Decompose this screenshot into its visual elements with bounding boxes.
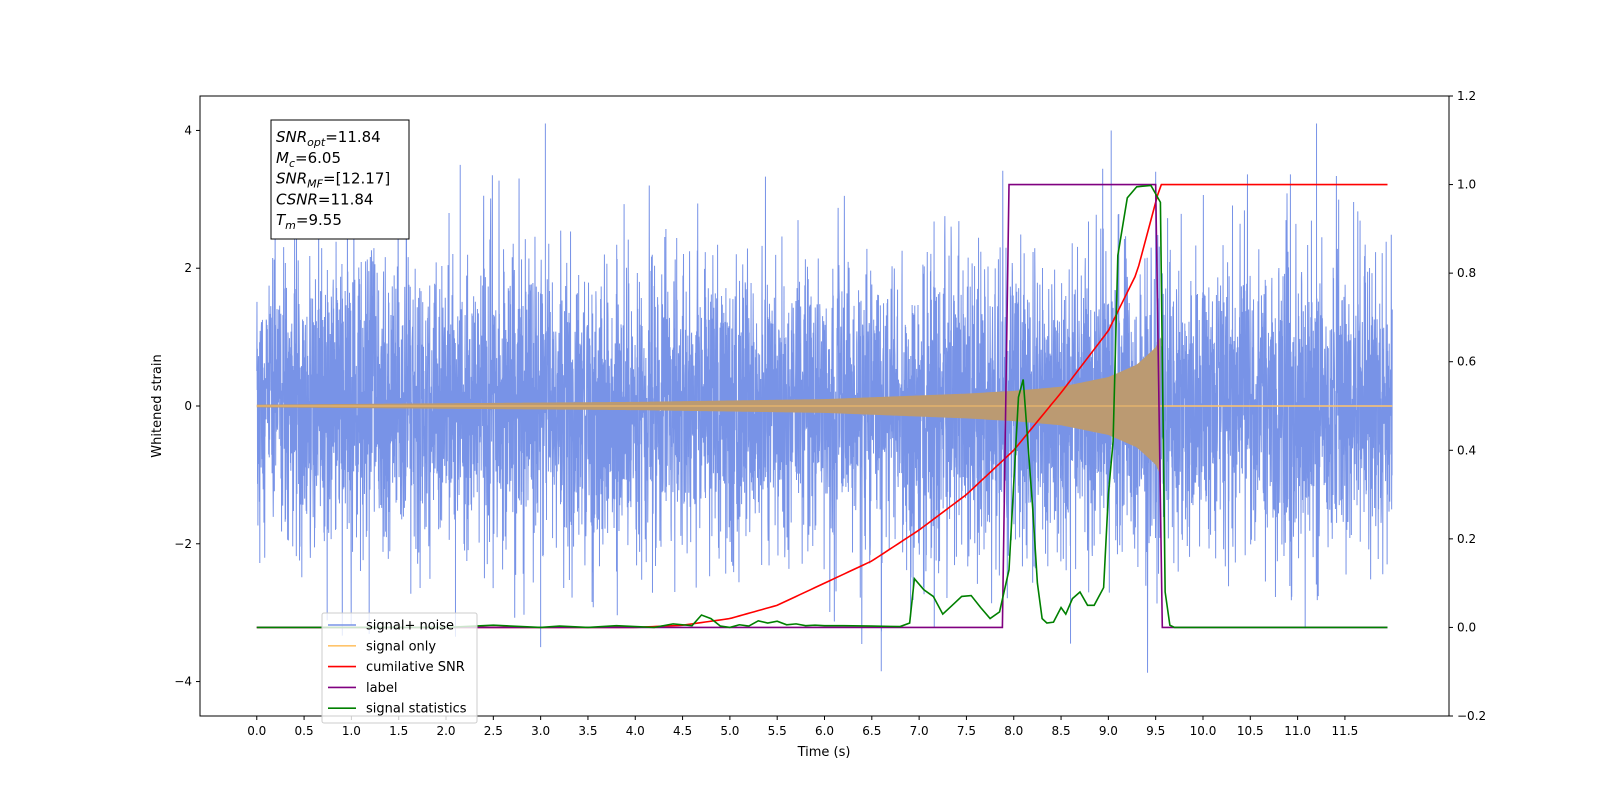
annotation-box-frame	[270, 119, 410, 240]
x-tick-label: 8.5	[1052, 724, 1071, 738]
series-signal-statistics-line	[256, 184, 1388, 629]
annotation-subscript: m	[285, 219, 296, 232]
x-tick-label: 3.0	[531, 724, 550, 738]
legend-label: signal only	[366, 639, 436, 654]
annotation-subscript: opt	[307, 136, 326, 149]
y2-tick-label: 1.2	[1457, 89, 1476, 103]
x-tick-label: 0.0	[247, 724, 266, 738]
y-axis-ticks: 4 2 0 −2 −4	[174, 123, 200, 689]
x-tick-label: 11.5	[1332, 724, 1359, 738]
annotation-subscript: MF	[307, 178, 323, 191]
y2-tick-label: −0.2	[1457, 709, 1486, 723]
annotation-symbol: CSNR	[276, 190, 318, 208]
annotation-value: =[12.17]	[323, 170, 390, 188]
y2-tick-label: 0.6	[1457, 355, 1476, 369]
y-tick-label: −4	[174, 675, 192, 689]
x-tick-label: 6.5	[862, 724, 881, 738]
legend-label: signal+ noise	[366, 619, 454, 634]
x-tick-label: 6.0	[815, 724, 834, 738]
stats-annotation-box: SNRopt=11.84Mc=6.05SNRMF=[12.17]CSNR=11.…	[270, 119, 410, 240]
x-tick-label: 7.0	[910, 724, 929, 738]
y2-tick-label: 0.8	[1457, 266, 1476, 280]
x-tick-label: 3.5	[578, 724, 597, 738]
x-tick-label: 2.5	[484, 724, 503, 738]
annotation-line: Mc=6.05	[276, 149, 341, 170]
x-tick-label: 8.0	[1004, 724, 1023, 738]
y2-tick-label: 1.0	[1457, 178, 1476, 192]
annotation-line: SNRopt=11.84	[276, 128, 381, 149]
legend-label: label	[366, 681, 397, 696]
y-axis-label: Whitened strain	[150, 354, 165, 457]
series-signal-noise-line	[256, 123, 1393, 673]
annotation-value: =6.05	[295, 149, 341, 167]
x-tick-label: 9.5	[1146, 724, 1165, 738]
legend-frame	[321, 612, 478, 724]
x-tick-label: 11.0	[1284, 724, 1311, 738]
x-tick-label: 10.0	[1190, 724, 1217, 738]
y-tick-label: 0	[184, 399, 192, 413]
annotation-line: CSNR=11.84	[276, 190, 373, 208]
x-tick-label: 1.0	[342, 724, 361, 738]
annotation-symbol: SNR	[276, 128, 307, 146]
legend-label: cumilative SNR	[366, 660, 465, 675]
x-tick-label: 7.5	[957, 724, 976, 738]
y2-tick-label: 0.0	[1457, 620, 1476, 634]
annotation-value: =9.55	[296, 211, 342, 229]
y2-axis-ticks: 1.2 1.0 0.8 0.6 0.4 0.2 0.0 −0.2	[1449, 89, 1486, 723]
y2-tick-label: 0.2	[1457, 532, 1476, 546]
x-tick-label: 0.5	[295, 724, 314, 738]
annotation-line: Tm=9.55	[276, 211, 342, 232]
y-tick-label: 4	[184, 123, 192, 137]
x-tick-label: 1.5	[389, 724, 408, 738]
x-axis-label: Time (s)	[797, 745, 851, 760]
y-tick-label: −2	[174, 537, 192, 551]
x-tick-label: 2.0	[436, 724, 455, 738]
x-tick-label: 10.5	[1237, 724, 1264, 738]
legend-label: signal statistics	[366, 702, 467, 717]
y2-tick-label: 0.4	[1457, 443, 1476, 457]
annotation-symbol: SNR	[276, 170, 307, 188]
annotation-symbol: T	[276, 211, 287, 229]
annotation-value: =11.84	[325, 128, 381, 146]
y-tick-label: 2	[184, 261, 192, 275]
legend: signal+ noise signal only cumilative SNR la…	[321, 612, 478, 724]
x-tick-label: 4.5	[673, 724, 692, 738]
x-tick-label: 5.0	[720, 724, 739, 738]
x-axis-ticks: 0.0 0.5 1.0 1.5 2.0 2.5 3.0 3.5 4.0 4.5 5.0 5.5 6.0 6…	[247, 716, 1358, 738]
annotation-value: =11.84	[318, 190, 374, 208]
annotation-line: SNRMF=[12.17]	[276, 170, 390, 191]
annotation-subscript: c	[289, 157, 295, 170]
annotation-symbol: M	[276, 149, 289, 167]
x-tick-label: 5.5	[768, 724, 787, 738]
x-tick-label: 9.0	[1099, 724, 1118, 738]
x-tick-label: 4.0	[626, 724, 645, 738]
